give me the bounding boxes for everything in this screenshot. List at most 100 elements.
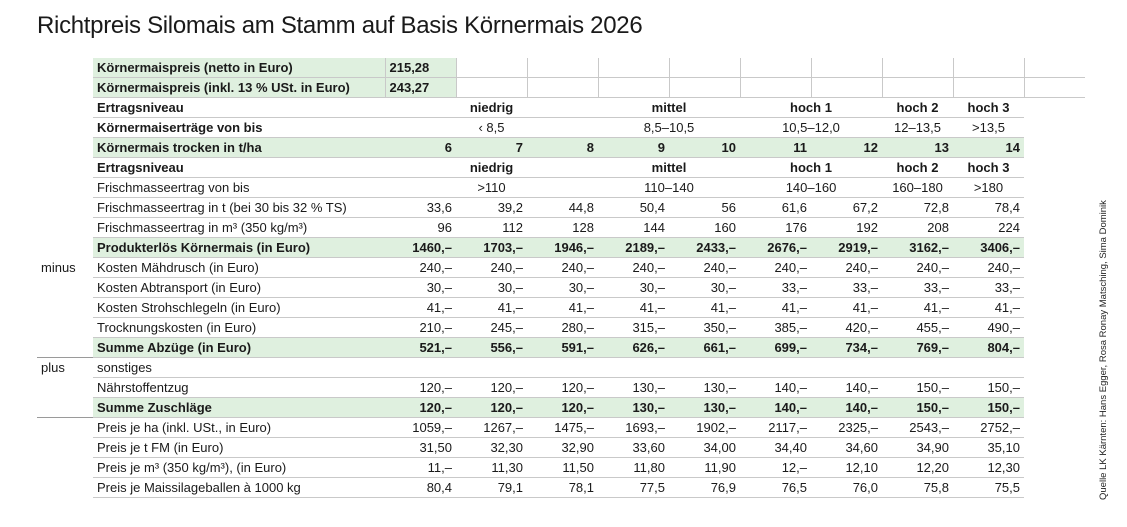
- table-row: Nährstoffentzug 120,– 120,– 120,– 130,– 130,–…: [37, 377, 1085, 398]
- row-value: 130,–: [598, 377, 669, 398]
- row-value: 1475,–: [527, 417, 598, 438]
- table-row: plus sonstiges: [37, 357, 1085, 378]
- yields-label: Körnermaiserträge von bis: [93, 117, 385, 138]
- row-value: [811, 357, 882, 378]
- row-value: 2752,–: [953, 417, 1024, 438]
- row-label: Trocknungskosten (in Euro): [93, 317, 385, 338]
- row-value: 30,–: [527, 277, 598, 298]
- row-value: 420,–: [811, 317, 882, 338]
- yield-hoch3: >13,5: [953, 117, 1024, 138]
- row-value: 11,90: [669, 457, 740, 478]
- row-value: 72,8: [882, 197, 953, 218]
- level-hoch3: hoch 3: [953, 157, 1024, 178]
- dry-value: 8: [527, 137, 598, 158]
- row-value: 12,30: [953, 457, 1024, 478]
- row-value: 3406,–: [953, 237, 1024, 258]
- row-value: 240,–: [811, 257, 882, 278]
- row-value: 41,–: [882, 297, 953, 318]
- level-mittel: mittel: [598, 157, 740, 178]
- dry-label: Körnermais trocken in t/ha: [93, 137, 385, 158]
- row-value: 144: [598, 217, 669, 238]
- row-value: 661,–: [669, 337, 740, 358]
- row-label: Summe Zuschläge: [93, 397, 385, 418]
- row-value: 128: [527, 217, 598, 238]
- row-value: 626,–: [598, 337, 669, 358]
- row-value: 41,–: [953, 297, 1024, 318]
- row-value: 75,8: [882, 477, 953, 498]
- row-value: 76,9: [669, 477, 740, 498]
- row-label: Preis je t FM (in Euro): [93, 437, 385, 458]
- row-value: 80,4: [385, 477, 456, 498]
- row-value: 33,60: [598, 437, 669, 458]
- row-value: 240,–: [598, 257, 669, 278]
- row-value: 1059,–: [385, 417, 456, 438]
- fresh-hoch3: >180: [953, 177, 1024, 198]
- dry-value: 10: [669, 137, 740, 158]
- row-value: 32,90: [527, 437, 598, 458]
- row-value: 240,–: [669, 257, 740, 278]
- yield-niedrig: ‹ 8,5: [385, 117, 598, 138]
- row-prefix: [37, 238, 93, 258]
- row-yields: Körnermaiserträge von bis ‹ 8,5 8,5–10,5…: [37, 117, 1085, 138]
- row-value: 2325,–: [811, 417, 882, 438]
- row-value: 350,–: [669, 317, 740, 338]
- row-value: 591,–: [527, 337, 598, 358]
- row-value: 769,–: [882, 337, 953, 358]
- row-value: 804,–: [953, 337, 1024, 358]
- row-prefix: [37, 278, 93, 298]
- row-value: 30,–: [598, 277, 669, 298]
- row-value: 120,–: [385, 397, 456, 418]
- ertragsniveau-label: Ertragsniveau: [93, 97, 385, 118]
- table-row: Frischmasseertrag in m³ (350 kg/m³) 96 112…: [37, 217, 1085, 238]
- data-rows: Frischmasseertrag in t (bei 30 bis 32 % …: [37, 197, 1085, 498]
- row-value: 34,40: [740, 437, 811, 458]
- price-net-value: 215,28: [384, 58, 456, 78]
- row-label: Preis je ha (inkl. USt., in Euro): [93, 417, 385, 438]
- row-value: 75,5: [953, 477, 1024, 498]
- row-value: 78,1: [527, 477, 598, 498]
- row-value: 30,–: [385, 277, 456, 298]
- dry-value: 14: [953, 137, 1024, 158]
- row-value: 120,–: [527, 397, 598, 418]
- row-value: 30,–: [456, 277, 527, 298]
- row-value: 11,30: [456, 457, 527, 478]
- row-prefix: [37, 318, 93, 338]
- row-prefix: [37, 298, 93, 318]
- dry-value: 7: [456, 137, 527, 158]
- row-value: 245,–: [456, 317, 527, 338]
- row-value: 34,00: [669, 437, 740, 458]
- row-label: Nährstoffentzug: [93, 377, 385, 398]
- row-value: 12,20: [882, 457, 953, 478]
- row-value: 1267,–: [456, 417, 527, 438]
- row-value: 224: [953, 217, 1024, 238]
- row-label: Kosten Strohschlegeln (in Euro): [93, 297, 385, 318]
- level-niedrig: niedrig: [385, 97, 598, 118]
- row-price-gross: Körnermaispreis (inkl. 13 % USt. in Euro…: [37, 77, 1085, 98]
- row-value: 67,2: [811, 197, 882, 218]
- dry-value: 11: [740, 137, 811, 158]
- row-value: 33,–: [811, 277, 882, 298]
- row-value: 240,–: [385, 257, 456, 278]
- row-value: 79,1: [456, 477, 527, 498]
- price-gross-value: 243,27: [384, 77, 456, 98]
- table-row: Frischmasseertrag in t (bei 30 bis 32 % …: [37, 197, 1085, 218]
- row-value: 240,–: [953, 257, 1024, 278]
- row-value: 192: [811, 217, 882, 238]
- fresh-mittel: 110–140: [598, 177, 740, 198]
- row-prefix: [37, 398, 93, 418]
- row-value: 33,–: [740, 277, 811, 298]
- row-value: 41,–: [527, 297, 598, 318]
- row-value: 2676,–: [740, 237, 811, 258]
- row-value: 56: [669, 197, 740, 218]
- row-value: 2189,–: [598, 237, 669, 258]
- table-row: Summe Zuschläge 120,– 120,– 120,– 130,– 130,–…: [37, 397, 1085, 418]
- row-value: 240,–: [527, 257, 598, 278]
- row-ertragsniveau-2: Ertragsniveau niedrig mittel hoch 1 hoch…: [37, 157, 1085, 178]
- row-value: 2117,–: [740, 417, 811, 438]
- fresh-niedrig: >110: [385, 177, 598, 198]
- row-value: 33,–: [882, 277, 953, 298]
- row-value: 76,5: [740, 477, 811, 498]
- row-value: 33,6: [385, 197, 456, 218]
- row-value: [953, 357, 1024, 378]
- row-value: 11,80: [598, 457, 669, 478]
